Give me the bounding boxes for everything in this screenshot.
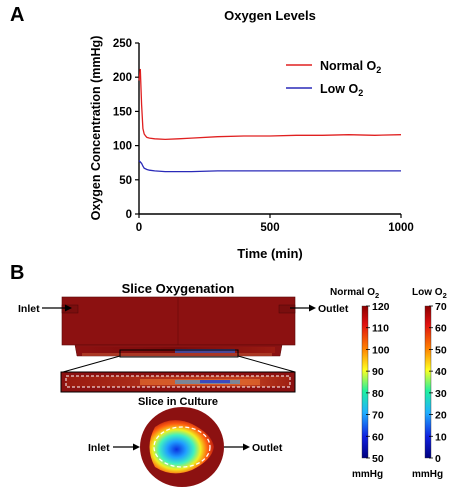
series-line-low-o2 [138,160,401,173]
colorbar-tick-label: 30 [435,388,447,400]
series-line-normal-o2 [138,68,402,141]
chart-title: Oxygen Levels [224,8,316,23]
colorbar-tick-label: 0 [435,453,441,465]
series-layer [138,68,402,173]
colorbar-tick-label: 90 [372,366,384,378]
colorbar-tick-label: 100 [372,344,390,356]
x-tick-label: 0 [136,222,142,234]
slice-in-culture-caption: Slice in Culture [138,396,218,408]
panel-b-letter: B [10,262,25,284]
y-tick-label: 0 [126,209,132,221]
colorbar-low-o2-bar [424,305,432,459]
y-axis-label: Oxygen Concentration (mmHg) [89,36,103,221]
oxygen-levels-chart: Oxygen Levels Oxygen Concentration (mmHg… [89,8,414,261]
colorbar-tick-label: 70 [372,410,384,422]
panel-a-letter: A [10,4,25,26]
y-tick-label: 200 [113,72,132,84]
y-tick-label: 150 [113,106,132,118]
colorbar-normal-o2-bar [361,305,369,459]
chart-axes: 0 50 100 150 200 250 0 500 1000 [113,38,414,234]
colorbar-tick-label: 10 [435,431,447,443]
colorbar-low-o2-unit: mmHg [412,469,443,480]
x-tick-label: 1000 [388,222,414,234]
zoom-source-box [119,349,239,358]
colorbar-tick-label: 80 [372,388,384,400]
x-tick-label: 500 [260,222,279,234]
outlet-label-side: Outlet [318,303,349,315]
outlet-arrowhead-top [243,443,250,451]
well-top-view [140,407,224,487]
colorbar-low-o2: Low O2 70 60 50 40 30 20 10 0 mmHg [412,287,447,480]
colorbar-tick-label: 50 [435,344,447,356]
colorbar-tick-label: 60 [372,431,384,443]
y-tick-label: 250 [113,38,132,50]
chamber-side-view [61,296,296,357]
zoom-line-left [62,355,121,373]
inlet-label-side: Inlet [18,303,40,315]
slice-oxygenation-figure: Slice Oxygenation Slice in Culture Inlet… [18,281,447,487]
colorbar-normal-o2-title: Normal O2 [330,287,379,300]
inlet-arrowhead-top [133,443,140,451]
slice-zoom-view [60,371,296,393]
y-tick-label: 50 [119,175,132,187]
legend-label-normal-o2: Normal O2 [320,59,381,75]
x-axis-label: Time (min) [237,246,303,261]
colorbar-tick-label: 120 [372,301,390,313]
legend-label-low-o2: Low O2 [320,82,363,98]
inlet-label-top: Inlet [88,442,110,454]
colorbar-normal-o2-ticks: 120 110 100 90 80 70 60 50 [366,301,390,465]
inlet-arrowhead-side [65,304,72,312]
y-tick-label: 100 [113,141,132,153]
colorbar-normal-o2: Normal O2 120 110 100 90 80 70 60 50 mmHg [330,287,390,480]
colorbar-tick-label: 60 [435,323,447,335]
chart-legend: Normal O2 Low O2 [286,59,381,98]
colorbar-tick-label: 20 [435,410,447,422]
colorbar-low-o2-ticks: 70 60 50 40 30 20 10 0 [429,301,447,465]
colorbar-tick-label: 70 [435,301,447,313]
colorbar-tick-label: 50 [372,453,384,465]
outlet-arrowhead-side [309,304,316,312]
colorbar-tick-label: 40 [435,366,447,378]
outlet-label-top: Outlet [252,442,283,454]
zoom-line-right [237,355,296,373]
panel-b-title: Slice Oxygenation [122,281,235,296]
colorbar-tick-label: 110 [372,323,389,335]
colorbar-low-o2-title: Low O2 [412,287,447,300]
colorbar-normal-o2-unit: mmHg [352,469,383,480]
